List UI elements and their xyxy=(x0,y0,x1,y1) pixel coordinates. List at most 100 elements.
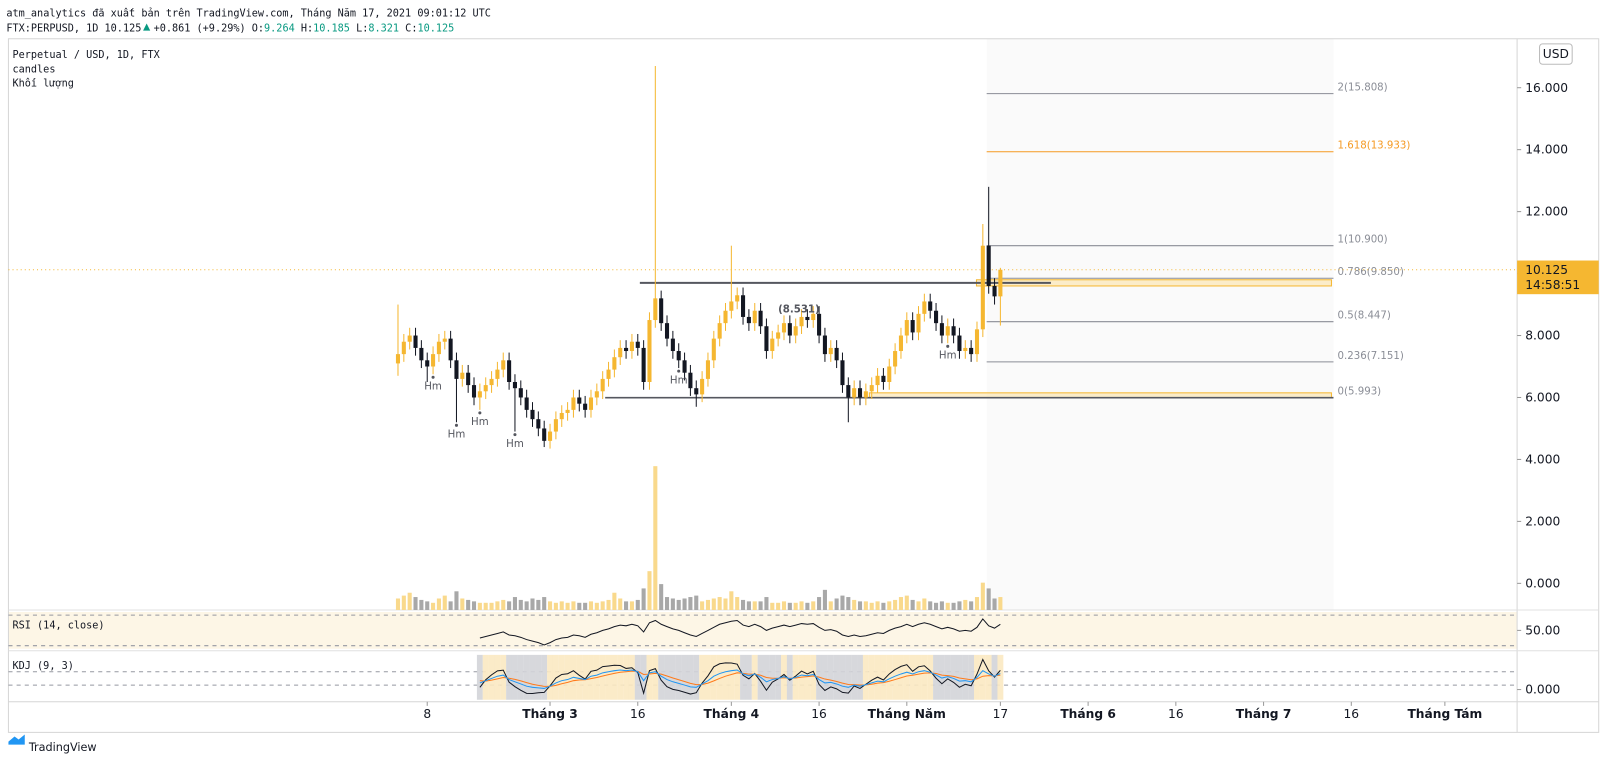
volume-bar xyxy=(857,601,863,610)
kdj-shade xyxy=(494,654,501,700)
price-tag-value: 10.125 xyxy=(1525,263,1568,277)
candle-body xyxy=(852,388,857,398)
fib-label: 0.786(9.850) xyxy=(1338,267,1404,278)
volume-bar xyxy=(407,592,412,610)
volume-bar xyxy=(524,601,529,610)
volume-bar xyxy=(518,599,523,610)
kdj-shade xyxy=(968,654,975,700)
y-tick-label: 4.000 xyxy=(1525,453,1560,467)
volume-bar xyxy=(629,601,634,610)
kdj-shade xyxy=(933,654,940,700)
candle-body xyxy=(928,301,933,311)
volume-bar xyxy=(559,601,564,610)
volume-bar xyxy=(910,599,915,610)
candle-body xyxy=(957,335,962,352)
y-tick-label: 0.000 xyxy=(1525,576,1560,590)
candle-body xyxy=(776,332,781,339)
candle-body xyxy=(717,323,722,339)
candle-body xyxy=(840,360,845,386)
candle-body xyxy=(571,397,576,410)
volume-bar xyxy=(448,601,453,610)
currency[interactable]: USD xyxy=(1543,47,1569,61)
volume-bar xyxy=(477,602,482,610)
candle-body xyxy=(653,298,658,321)
y-tick-label: 8.000 xyxy=(1525,329,1560,343)
pattern-dot xyxy=(513,433,517,437)
kdj-shade xyxy=(517,654,524,700)
candle-body xyxy=(577,397,582,404)
volume-bar xyxy=(641,588,646,610)
kdj-shade xyxy=(552,654,559,700)
kdj-shade xyxy=(722,654,729,700)
x-tick-label: 16 xyxy=(811,707,827,721)
kdj-shade xyxy=(979,654,986,700)
candle-body xyxy=(635,341,640,348)
candle-body xyxy=(752,310,757,324)
fib-label: 2(15.808) xyxy=(1338,83,1388,94)
candle-body xyxy=(647,320,652,382)
kdj-shade xyxy=(646,654,653,700)
candle-body xyxy=(793,326,798,336)
volume-bar xyxy=(869,602,874,610)
candle-body xyxy=(998,269,1003,297)
candle-body xyxy=(431,354,436,367)
kdj-shade xyxy=(704,654,711,700)
kdj-shade xyxy=(862,654,869,700)
candle-body xyxy=(863,391,868,398)
kdj-shade xyxy=(833,654,840,700)
kdj-shade xyxy=(851,654,858,700)
candle-body xyxy=(711,338,716,361)
candle-body xyxy=(682,360,687,373)
candle-body xyxy=(489,378,494,386)
volume-bar xyxy=(401,595,406,610)
candle-body xyxy=(688,372,693,389)
candle-body xyxy=(781,323,787,333)
kdj-shade xyxy=(640,654,647,700)
volume-bar xyxy=(431,602,436,610)
kdj-shade xyxy=(523,654,530,700)
high-prefix: H: xyxy=(301,24,313,35)
candle-body xyxy=(869,385,874,392)
y-tick-label: 2.000 xyxy=(1525,514,1560,528)
kdj-shade xyxy=(985,654,992,700)
kdj-shade xyxy=(476,654,483,700)
volume-bar xyxy=(600,601,605,610)
pattern-dot xyxy=(431,375,435,379)
volume-bar xyxy=(495,601,500,610)
volume-bar xyxy=(512,597,517,610)
volume-bar xyxy=(980,582,985,610)
x-tick-label: Tháng 6 xyxy=(1060,707,1116,721)
pattern-label: Hm xyxy=(471,417,489,428)
kdj-shade xyxy=(693,654,700,700)
frame xyxy=(7,38,1600,733)
candle-body xyxy=(963,347,968,352)
volume-bar xyxy=(875,601,880,610)
volume-bar xyxy=(805,602,810,610)
annotation: (8.531) xyxy=(778,304,820,315)
currency-button[interactable] xyxy=(1539,43,1573,65)
x-tick-label: 17 xyxy=(993,707,1009,721)
candle-body xyxy=(922,301,927,314)
candle-body xyxy=(483,385,488,392)
candle-body xyxy=(565,409,570,413)
candle-body xyxy=(436,341,441,355)
volume-bar xyxy=(612,592,617,610)
indicator-line xyxy=(479,658,1001,696)
kdj-shade xyxy=(944,654,951,700)
candle-body xyxy=(588,397,594,410)
indicator-title: RSI (14, close) xyxy=(13,620,105,631)
fib-background xyxy=(986,38,1334,610)
candle-body xyxy=(425,360,430,367)
kdj-shade xyxy=(956,654,963,700)
kdj-shade xyxy=(786,654,793,700)
pattern-dot xyxy=(677,369,681,373)
candle-body xyxy=(770,338,775,352)
volume-bar xyxy=(817,597,822,610)
volume-bar xyxy=(945,602,950,610)
candle-body xyxy=(466,372,471,386)
volume-bar xyxy=(898,597,903,610)
y-tick-label: 50.00 xyxy=(1525,623,1560,637)
volume-bar xyxy=(583,602,588,610)
candle-body xyxy=(723,310,728,324)
kdj-shade xyxy=(547,654,554,700)
